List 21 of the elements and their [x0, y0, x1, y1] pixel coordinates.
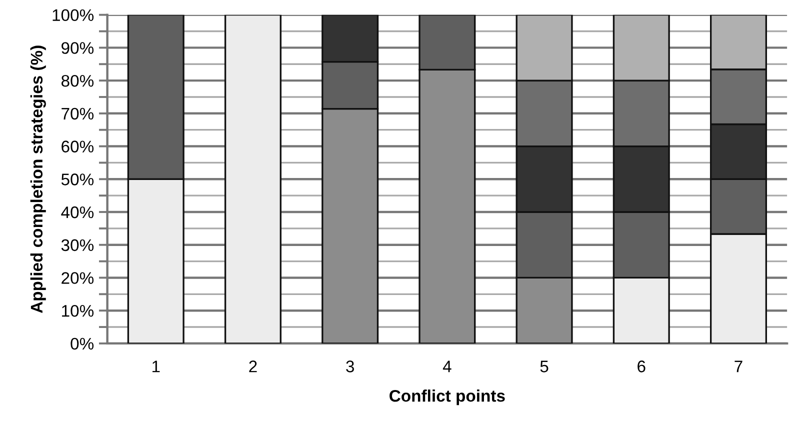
y-tick-label: 40% — [61, 206, 94, 218]
y-tick-label: 50% — [61, 174, 94, 186]
x-axis-title: Conflict points — [390, 390, 505, 406]
x-tick-label: 1 — [152, 360, 160, 372]
bar — [224, 14, 282, 344]
y-tick-label: 80% — [62, 74, 94, 87]
x-tick-label: 5 — [540, 360, 548, 372]
y-tick-label: 10% — [62, 304, 94, 317]
y-axis-title: Applied completion strategies (%) — [30, 46, 46, 313]
x-tick-label: 2 — [249, 360, 257, 372]
y-tick-label: 30% — [61, 239, 94, 252]
x-tick-label: 7 — [734, 360, 742, 372]
y-tick-label: 90% — [62, 42, 94, 54]
x-tick-label: 6 — [638, 360, 646, 372]
y-tick-label: 20% — [62, 272, 94, 284]
x-tick-label: 3 — [346, 360, 354, 372]
x-tick-label: 4 — [442, 360, 452, 372]
y-tick-label: 70% — [62, 108, 94, 120]
y-tick-label: 100% — [52, 9, 94, 22]
y-tick-label: 0% — [70, 338, 94, 350]
y-tick-label: 60% — [62, 140, 94, 152]
